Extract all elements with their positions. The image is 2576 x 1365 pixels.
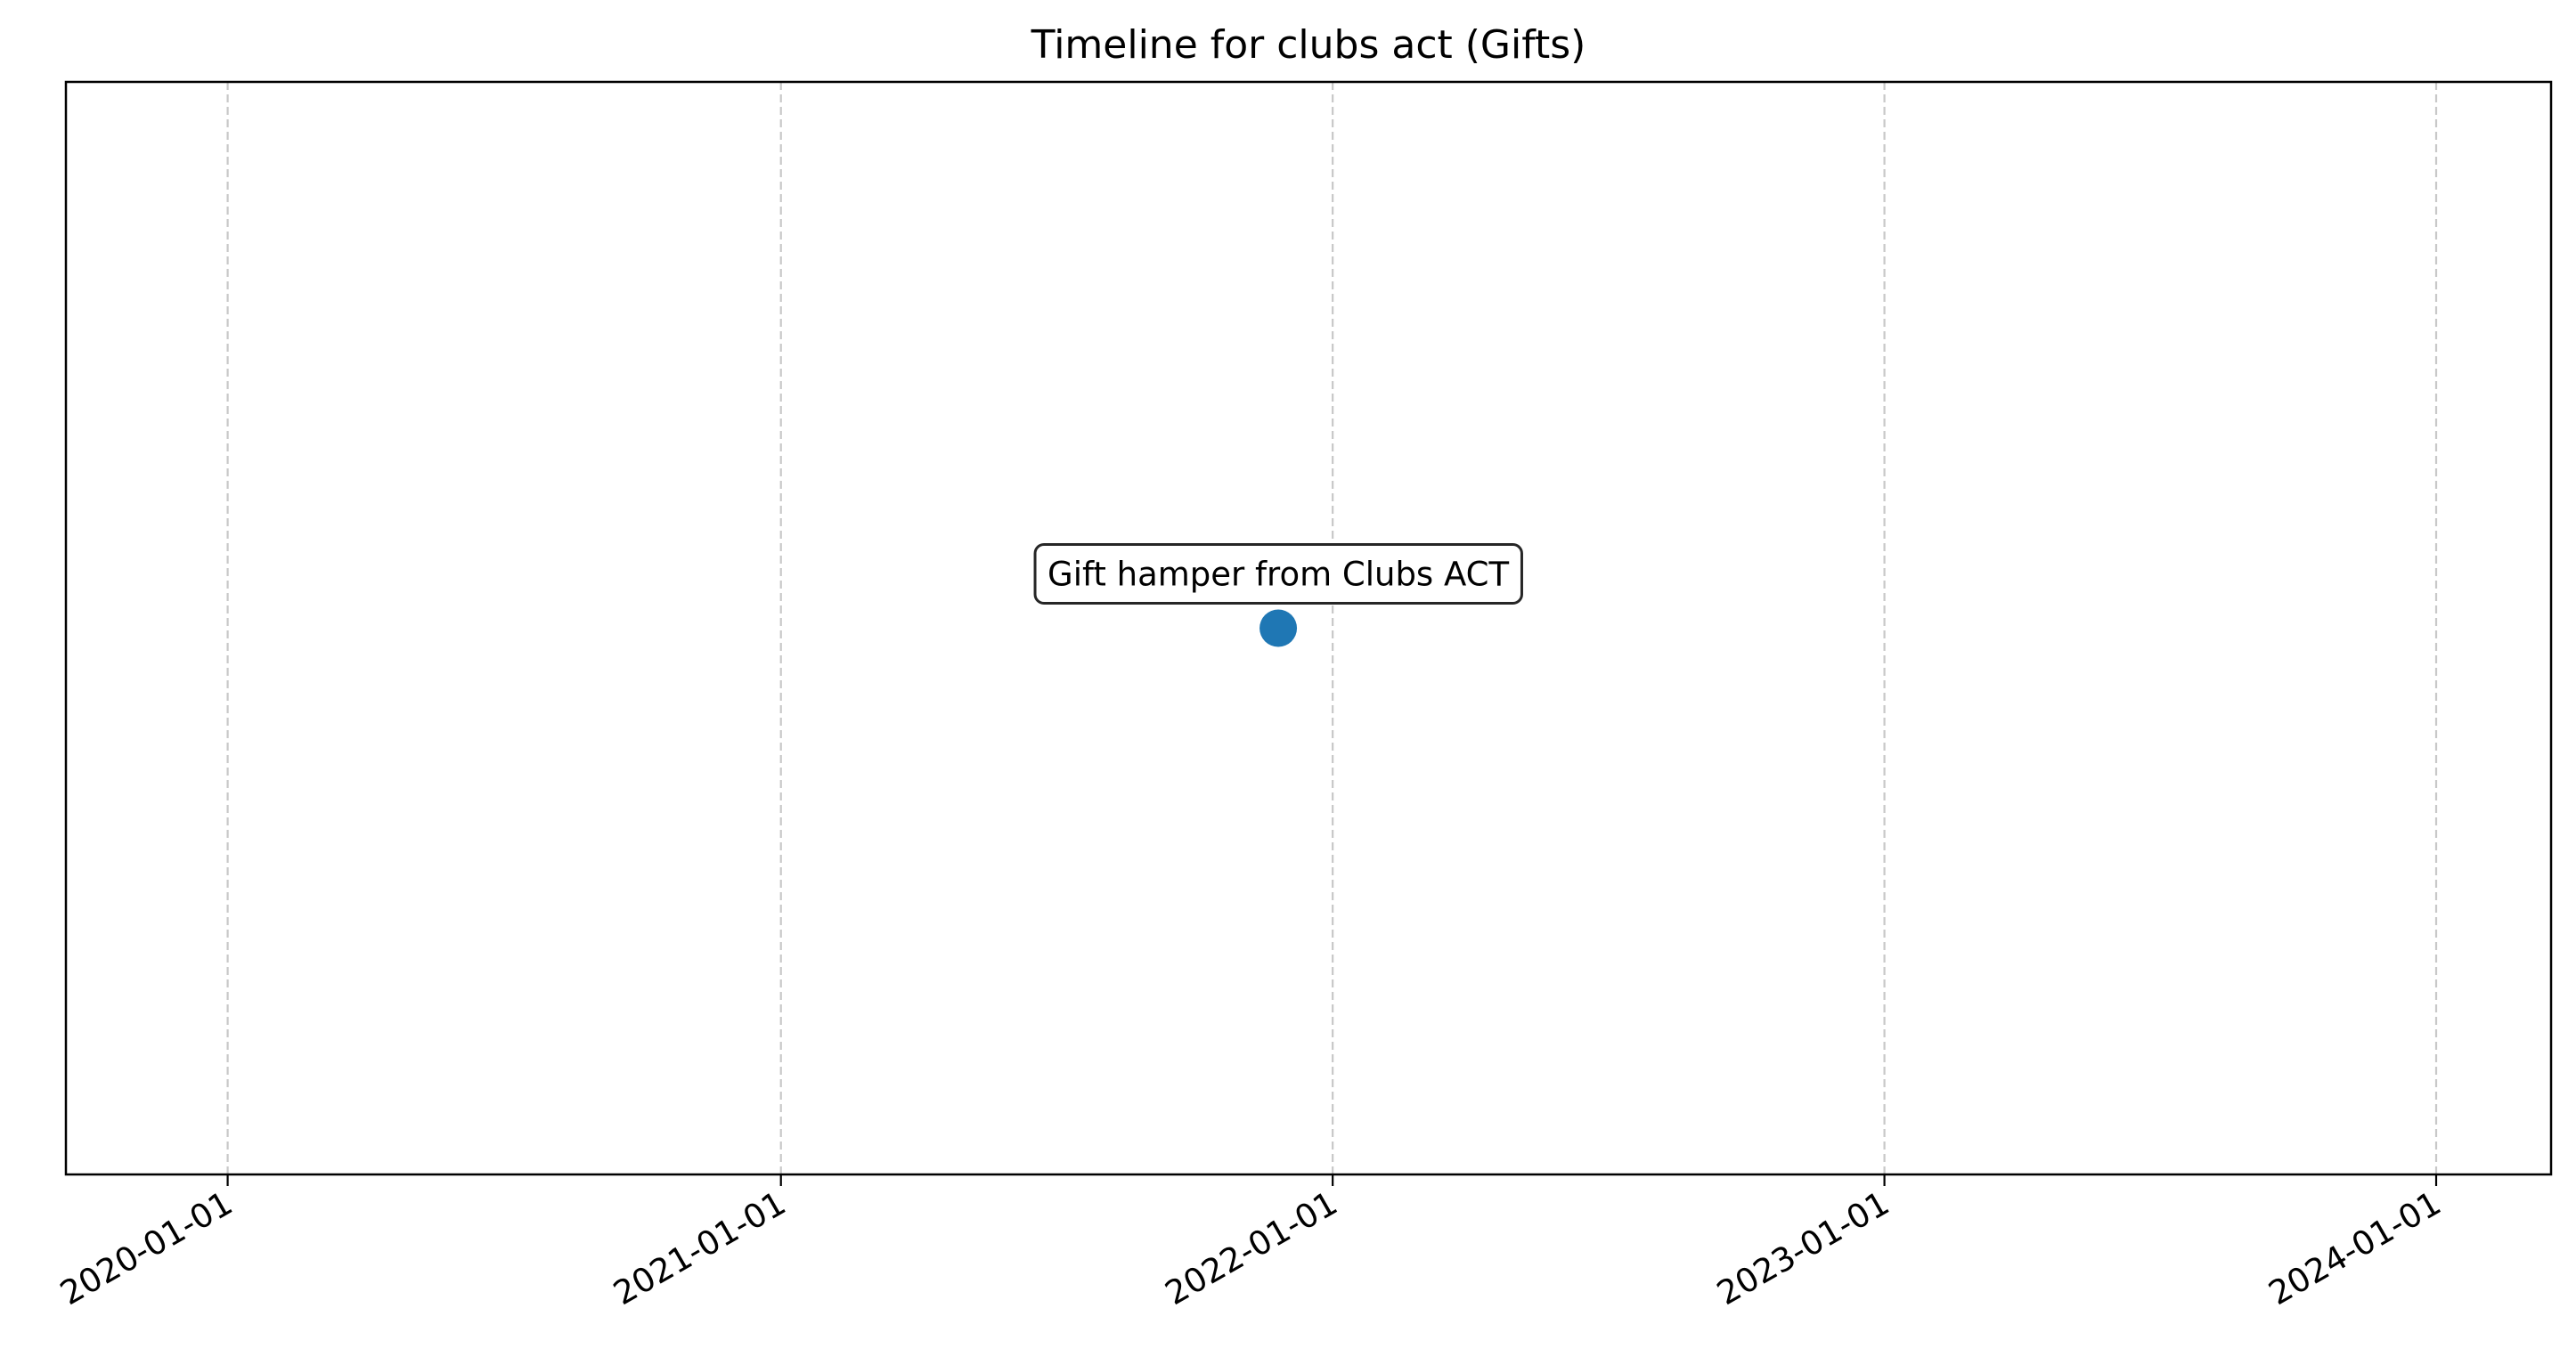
grid-lines [226,82,2438,1174]
annotation-label: Gift hamper from Clubs ACT [1048,556,1509,594]
annotation-box [1033,543,1523,605]
data-points [1259,609,1298,647]
point-annotations: Gift hamper from Clubs ACT [1033,543,1523,605]
chart-title: Timeline for clubs act (Gifts) [1031,22,1586,68]
plot-area-frame [64,80,2553,1176]
timeline-point [1259,609,1298,647]
